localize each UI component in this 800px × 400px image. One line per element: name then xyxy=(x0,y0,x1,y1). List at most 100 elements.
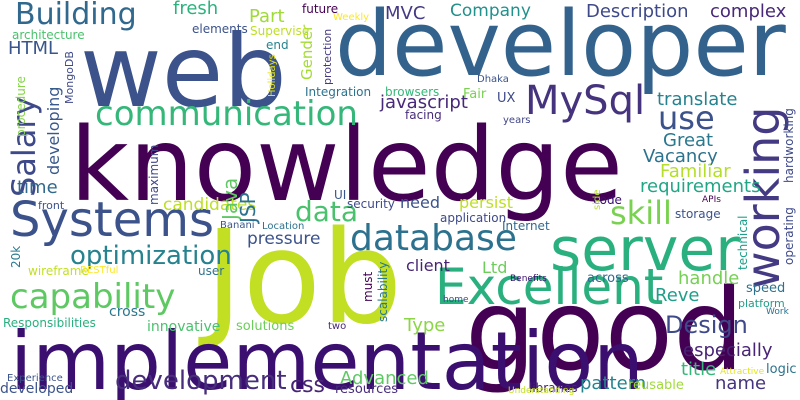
word-solutions: solutions xyxy=(236,319,295,334)
word-implementation: implementation xyxy=(10,315,644,400)
word-platform: platform xyxy=(738,297,785,310)
word-supervise: Supervise xyxy=(250,24,310,38)
word-knowledge: knowledge xyxy=(70,106,623,225)
word-home: home xyxy=(443,295,469,305)
word-storage: storage xyxy=(675,207,721,221)
word-ux: UX xyxy=(497,91,516,106)
word-hardworking: hardworking xyxy=(782,108,796,183)
word-systems: Systems xyxy=(10,192,214,248)
word-vacancy: Vacancy xyxy=(643,146,718,167)
word-company: Company xyxy=(450,1,531,21)
word-handle: handle xyxy=(678,268,740,289)
word-experience: Experience xyxy=(7,373,63,384)
word-type: Type xyxy=(404,315,446,336)
word-front: front xyxy=(38,199,65,212)
word-job: Job xyxy=(205,204,403,353)
word-ui: UI xyxy=(334,188,347,202)
word-facing: facing xyxy=(405,108,442,122)
word-optimization: optimization xyxy=(70,241,232,271)
word-security: security xyxy=(347,197,395,211)
word-development: development xyxy=(115,366,287,396)
word-familiar: Familiar xyxy=(660,161,731,182)
word-technical: technical xyxy=(736,215,750,270)
word-html: HTML xyxy=(8,38,59,59)
word-mysql: MySql xyxy=(525,78,646,124)
word-good: good xyxy=(465,266,745,396)
word-end: end xyxy=(266,38,289,52)
word-skill: skill xyxy=(610,194,672,232)
word-fresh: fresh xyxy=(173,0,219,19)
word-elements: elements xyxy=(192,22,248,36)
word-apis: APIs xyxy=(702,195,721,205)
word-communication: communication xyxy=(95,94,358,134)
word-data: data xyxy=(295,195,359,228)
word-javascript: javascript xyxy=(380,92,468,113)
word-resources: resources xyxy=(335,382,399,397)
word-wireframe: wireframe xyxy=(28,264,89,278)
word-name: name xyxy=(715,373,767,394)
word-css: css xyxy=(290,373,326,398)
word-application: application xyxy=(440,211,507,225)
word-reve: Reve xyxy=(655,285,700,306)
word-architecture: architecture xyxy=(12,28,85,42)
word-use: use xyxy=(658,99,715,137)
word-maximum: maximum xyxy=(147,144,161,205)
word-dhaka: Dhaka xyxy=(477,74,509,85)
word-developer: developer xyxy=(335,0,786,97)
word-building: Building xyxy=(15,0,137,32)
word-part: Part xyxy=(249,6,285,27)
word-holidays: Holidays xyxy=(267,54,278,97)
word-design: Design xyxy=(665,311,748,339)
word-candidates: candidates xyxy=(163,195,257,215)
word-advanced: Advanced xyxy=(340,368,429,389)
word-persist: persist xyxy=(459,193,513,212)
word-user: user xyxy=(198,264,225,278)
word-location: Location xyxy=(262,221,305,232)
word-across: across xyxy=(587,271,629,286)
word-procedure: procedure xyxy=(14,76,28,137)
word-great: Great xyxy=(663,130,714,151)
word-web: web xyxy=(80,13,287,130)
word-innovative: innovative xyxy=(147,319,221,335)
word-responsibilities: Responsibilities xyxy=(3,316,96,330)
word-especially: especially xyxy=(683,340,773,361)
word-protection: protection xyxy=(321,28,334,85)
word-integration: Integration xyxy=(305,85,372,99)
word-cross: cross xyxy=(109,304,146,320)
word-translate: translate xyxy=(657,89,738,110)
word-logic: logic xyxy=(766,362,797,377)
word-database: database xyxy=(350,218,517,259)
word-libraries: libraries xyxy=(529,381,578,395)
word-banani: Banani xyxy=(220,220,255,231)
word-jsp: JSP xyxy=(236,192,260,223)
word-mvc: MVC xyxy=(385,3,426,24)
word-attractive: Attractive xyxy=(720,367,765,377)
word-reusable: reusable xyxy=(628,378,684,393)
word-ltd: Ltd xyxy=(482,258,508,277)
word-browsers: browsers xyxy=(385,85,440,99)
word-developed: developed xyxy=(0,381,74,397)
word-speed: speed xyxy=(746,281,786,296)
word-understanding: Understanding xyxy=(508,386,575,396)
word-two: two xyxy=(328,321,347,332)
word-developing: developing xyxy=(44,86,63,175)
word-operating: operating xyxy=(782,207,796,265)
word-side: side xyxy=(592,189,603,211)
word-restful: RESTful xyxy=(80,265,119,276)
word-scalability: scalability xyxy=(376,261,390,322)
word-fair: Fair xyxy=(463,87,487,102)
word-server: server xyxy=(550,215,740,285)
word-benefits: Benefits xyxy=(510,274,547,284)
word-must: must xyxy=(361,271,375,302)
word-years: years xyxy=(503,115,531,126)
word-time: time xyxy=(17,177,58,198)
word-future: future xyxy=(302,2,339,16)
word-complex: complex xyxy=(710,1,787,22)
word-weekly: Weekly xyxy=(333,12,370,23)
word-code: code xyxy=(593,193,622,207)
word-client: client xyxy=(406,256,450,275)
word-description: Description xyxy=(586,1,689,22)
word-k20: 20k xyxy=(9,245,23,268)
word-mongodb: MongoDB xyxy=(63,51,76,104)
